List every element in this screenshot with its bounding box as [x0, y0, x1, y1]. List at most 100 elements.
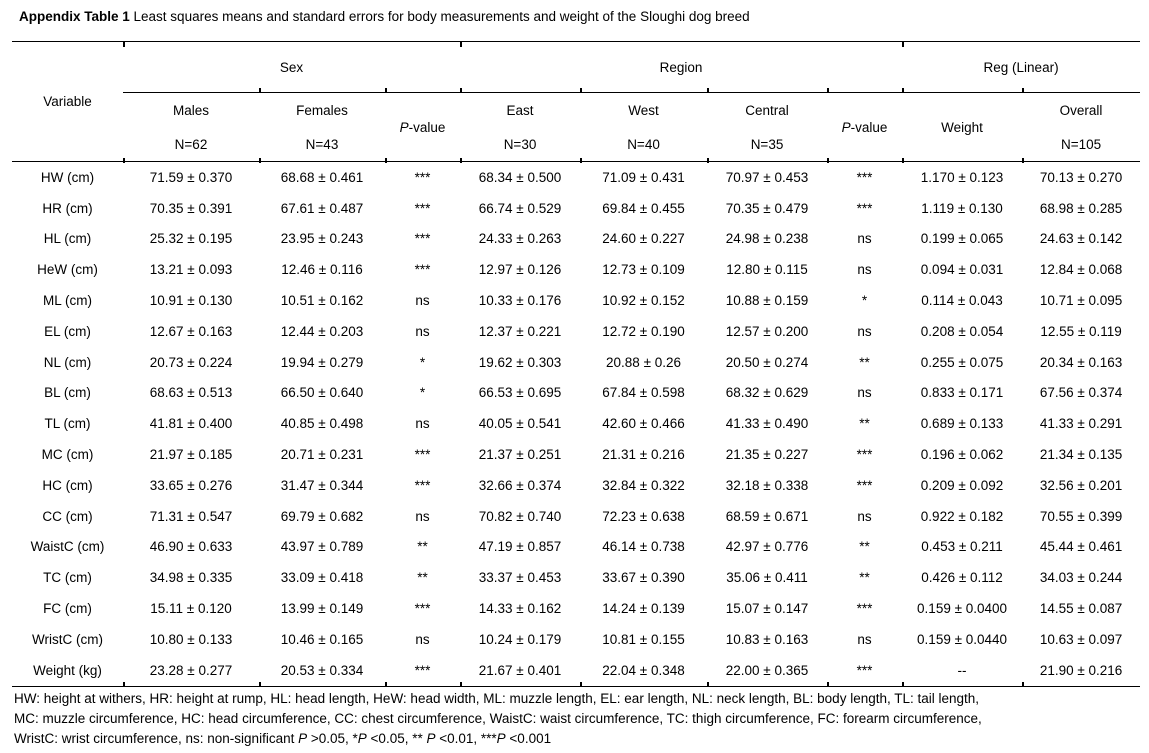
table-cell: 24.60 ± 0.227	[602, 231, 685, 247]
table-row: NL (cm) 20.73 ± 0.224 19.94 ± 0.279 * 19.62 …	[12, 347, 1140, 378]
rule-tick	[902, 41, 904, 47]
table-cell: 71.31 ± 0.547	[149, 508, 233, 524]
table-cell: 47.19 ± 0.857	[478, 539, 562, 555]
pvalue-italic-p: P	[399, 119, 409, 135]
table-cell: 24.98 ± 0.238	[725, 231, 809, 247]
row-variable: Weight (kg)	[12, 654, 123, 687]
table-cell: 69.84 ± 0.455	[602, 200, 685, 216]
row-variable: HeW (cm)	[37, 262, 98, 278]
table-cell: **	[859, 539, 870, 555]
rule-tick	[259, 87, 261, 93]
table-cell: 0.196 ± 0.062	[920, 447, 1004, 463]
table-cell: 21.67 ± 0.401	[460, 654, 581, 687]
table-cell: 20.53 ± 0.334	[259, 654, 385, 687]
table-cell: ***	[385, 654, 461, 687]
table-row: WristC (cm) 10.80 ± 0.133 10.46 ± 0.165 ns 1…	[12, 624, 1140, 655]
table-body: HW (cm) 71.59 ± 0.370 68.68 ± 0.461 *** 68.3…	[12, 162, 1141, 687]
table-cell: 12.73 ± 0.109	[602, 262, 685, 278]
table-cell: 72.23 ± 0.638	[602, 508, 685, 524]
table-cell: ns	[415, 293, 430, 309]
table-row: HeW (cm) 13.21 ± 0.093 12.46 ± 0.116 *** 12.…	[12, 254, 1140, 285]
rule-tick	[827, 681, 829, 687]
row-variable: WristC (cm)	[32, 631, 103, 647]
header-group-reg-linear: Reg (Linear)	[902, 41, 1141, 93]
table-cell: ***	[414, 447, 431, 463]
table-caption: Appendix Table 1 Least squares means and…	[19, 9, 750, 24]
table-cell: 70.55 ± 0.399	[1039, 508, 1123, 524]
rule-tick	[580, 681, 582, 687]
table-cell: 33.65 ± 0.276	[149, 477, 233, 493]
table-cell: 33.37 ± 0.453	[478, 570, 562, 586]
table-cell: 42.60 ± 0.466	[602, 416, 685, 432]
table-cell: 41.33 ± 0.291	[1039, 416, 1123, 432]
table-cell: ns	[857, 631, 872, 647]
rule-tick	[123, 41, 125, 47]
table-cell: 68.68 ± 0.461	[280, 169, 364, 185]
table-cell: 40.05 ± 0.541	[478, 416, 562, 432]
table-cell: 68.63 ± 0.513	[149, 385, 233, 401]
table-cell: 68.59 ± 0.671	[725, 508, 809, 524]
header-males-n: N=62	[123, 127, 259, 162]
row-variable: EL (cm)	[44, 323, 91, 339]
rule-tick	[123, 681, 125, 687]
rule-tick	[1022, 681, 1024, 687]
table-cell: ***	[414, 477, 431, 493]
table-cell: ***	[414, 601, 431, 617]
table-cell: ns	[415, 631, 430, 647]
row-variable: HL (cm)	[43, 231, 92, 247]
table-cell: 70.13 ± 0.270	[1039, 169, 1123, 185]
table-cell: *	[419, 354, 426, 370]
row-variable: HC (cm)	[42, 477, 93, 493]
row-variable: MC (cm)	[41, 447, 94, 463]
table-cell: 70.97 ± 0.453	[725, 169, 809, 185]
table-cell: 10.92 ± 0.152	[602, 293, 685, 309]
row-variable: NL (cm)	[43, 354, 92, 370]
table-cell: 19.62 ± 0.303	[478, 354, 562, 370]
table-cell: 23.28 ± 0.277	[123, 654, 259, 687]
table-cell: 22.00 ± 0.365	[707, 654, 828, 687]
row-variable: TL (cm)	[44, 416, 91, 432]
table-cell: --	[902, 654, 1023, 687]
rule-tick	[385, 681, 387, 687]
header-group-region: Region	[460, 41, 903, 93]
pvalue-suffix: -value	[408, 119, 446, 135]
header-pvalue-region: P-value	[827, 92, 903, 162]
footnote-line-1: HW: height at withers, HR: height at rum…	[14, 691, 980, 706]
row-variable: BL (cm)	[44, 385, 91, 401]
row-variable: FC (cm)	[43, 601, 92, 617]
table-cell: 14.24 ± 0.139	[602, 601, 685, 617]
rule-tick	[1022, 87, 1024, 93]
row-variable: TC (cm)	[43, 570, 92, 586]
table-cell: 12.97 ± 0.126	[478, 262, 562, 278]
table-cell: *	[861, 293, 868, 309]
table-cell: 41.33 ± 0.490	[725, 416, 809, 432]
table-cell: 10.71 ± 0.095	[1039, 293, 1123, 309]
table-cell: ns	[415, 508, 430, 524]
table-row: HW (cm) 71.59 ± 0.370 68.68 ± 0.461 *** 68.3…	[12, 162, 1140, 193]
rule-tick	[460, 681, 462, 687]
table-row: EL (cm) 12.67 ± 0.163 12.44 ± 0.203 ns 12.37…	[12, 316, 1140, 347]
table-cell: 0.094 ± 0.031	[920, 262, 1004, 278]
table-cell: 15.11 ± 0.120	[150, 601, 232, 617]
rule-tick	[580, 87, 582, 93]
table-row: MC (cm) 21.97 ± 0.185 20.71 ± 0.231 *** 21.3…	[12, 439, 1140, 470]
table-cell: 25.32 ± 0.195	[149, 231, 233, 247]
table-cell: 0.255 ± 0.075	[920, 354, 1004, 370]
rule-tick	[123, 157, 125, 163]
table-cell: 24.63 ± 0.142	[1039, 231, 1123, 247]
rule-tick	[827, 157, 829, 163]
table-cell: 10.63 ± 0.097	[1039, 631, 1123, 647]
table-row: FC (cm) 15.11 ± 0.120 13.99 ± 0.149 *** 14.3…	[12, 593, 1140, 624]
table-cell: ns	[857, 262, 872, 278]
caption-text: Least squares means and standard errors …	[129, 9, 750, 24]
table-cell: 10.80 ± 0.133	[149, 631, 233, 647]
table-cell: 34.03 ± 0.244	[1039, 570, 1123, 586]
row-variable: WaistC (cm)	[30, 539, 105, 555]
header-overall-n: N=105	[1022, 127, 1141, 162]
table-cell: 67.56 ± 0.374	[1039, 385, 1123, 401]
table-cell: 10.46 ± 0.165	[280, 631, 364, 647]
table-cell: 21.97 ± 0.185	[149, 447, 233, 463]
rule-tick	[385, 157, 387, 163]
table-cell: 40.85 ± 0.498	[280, 416, 364, 432]
